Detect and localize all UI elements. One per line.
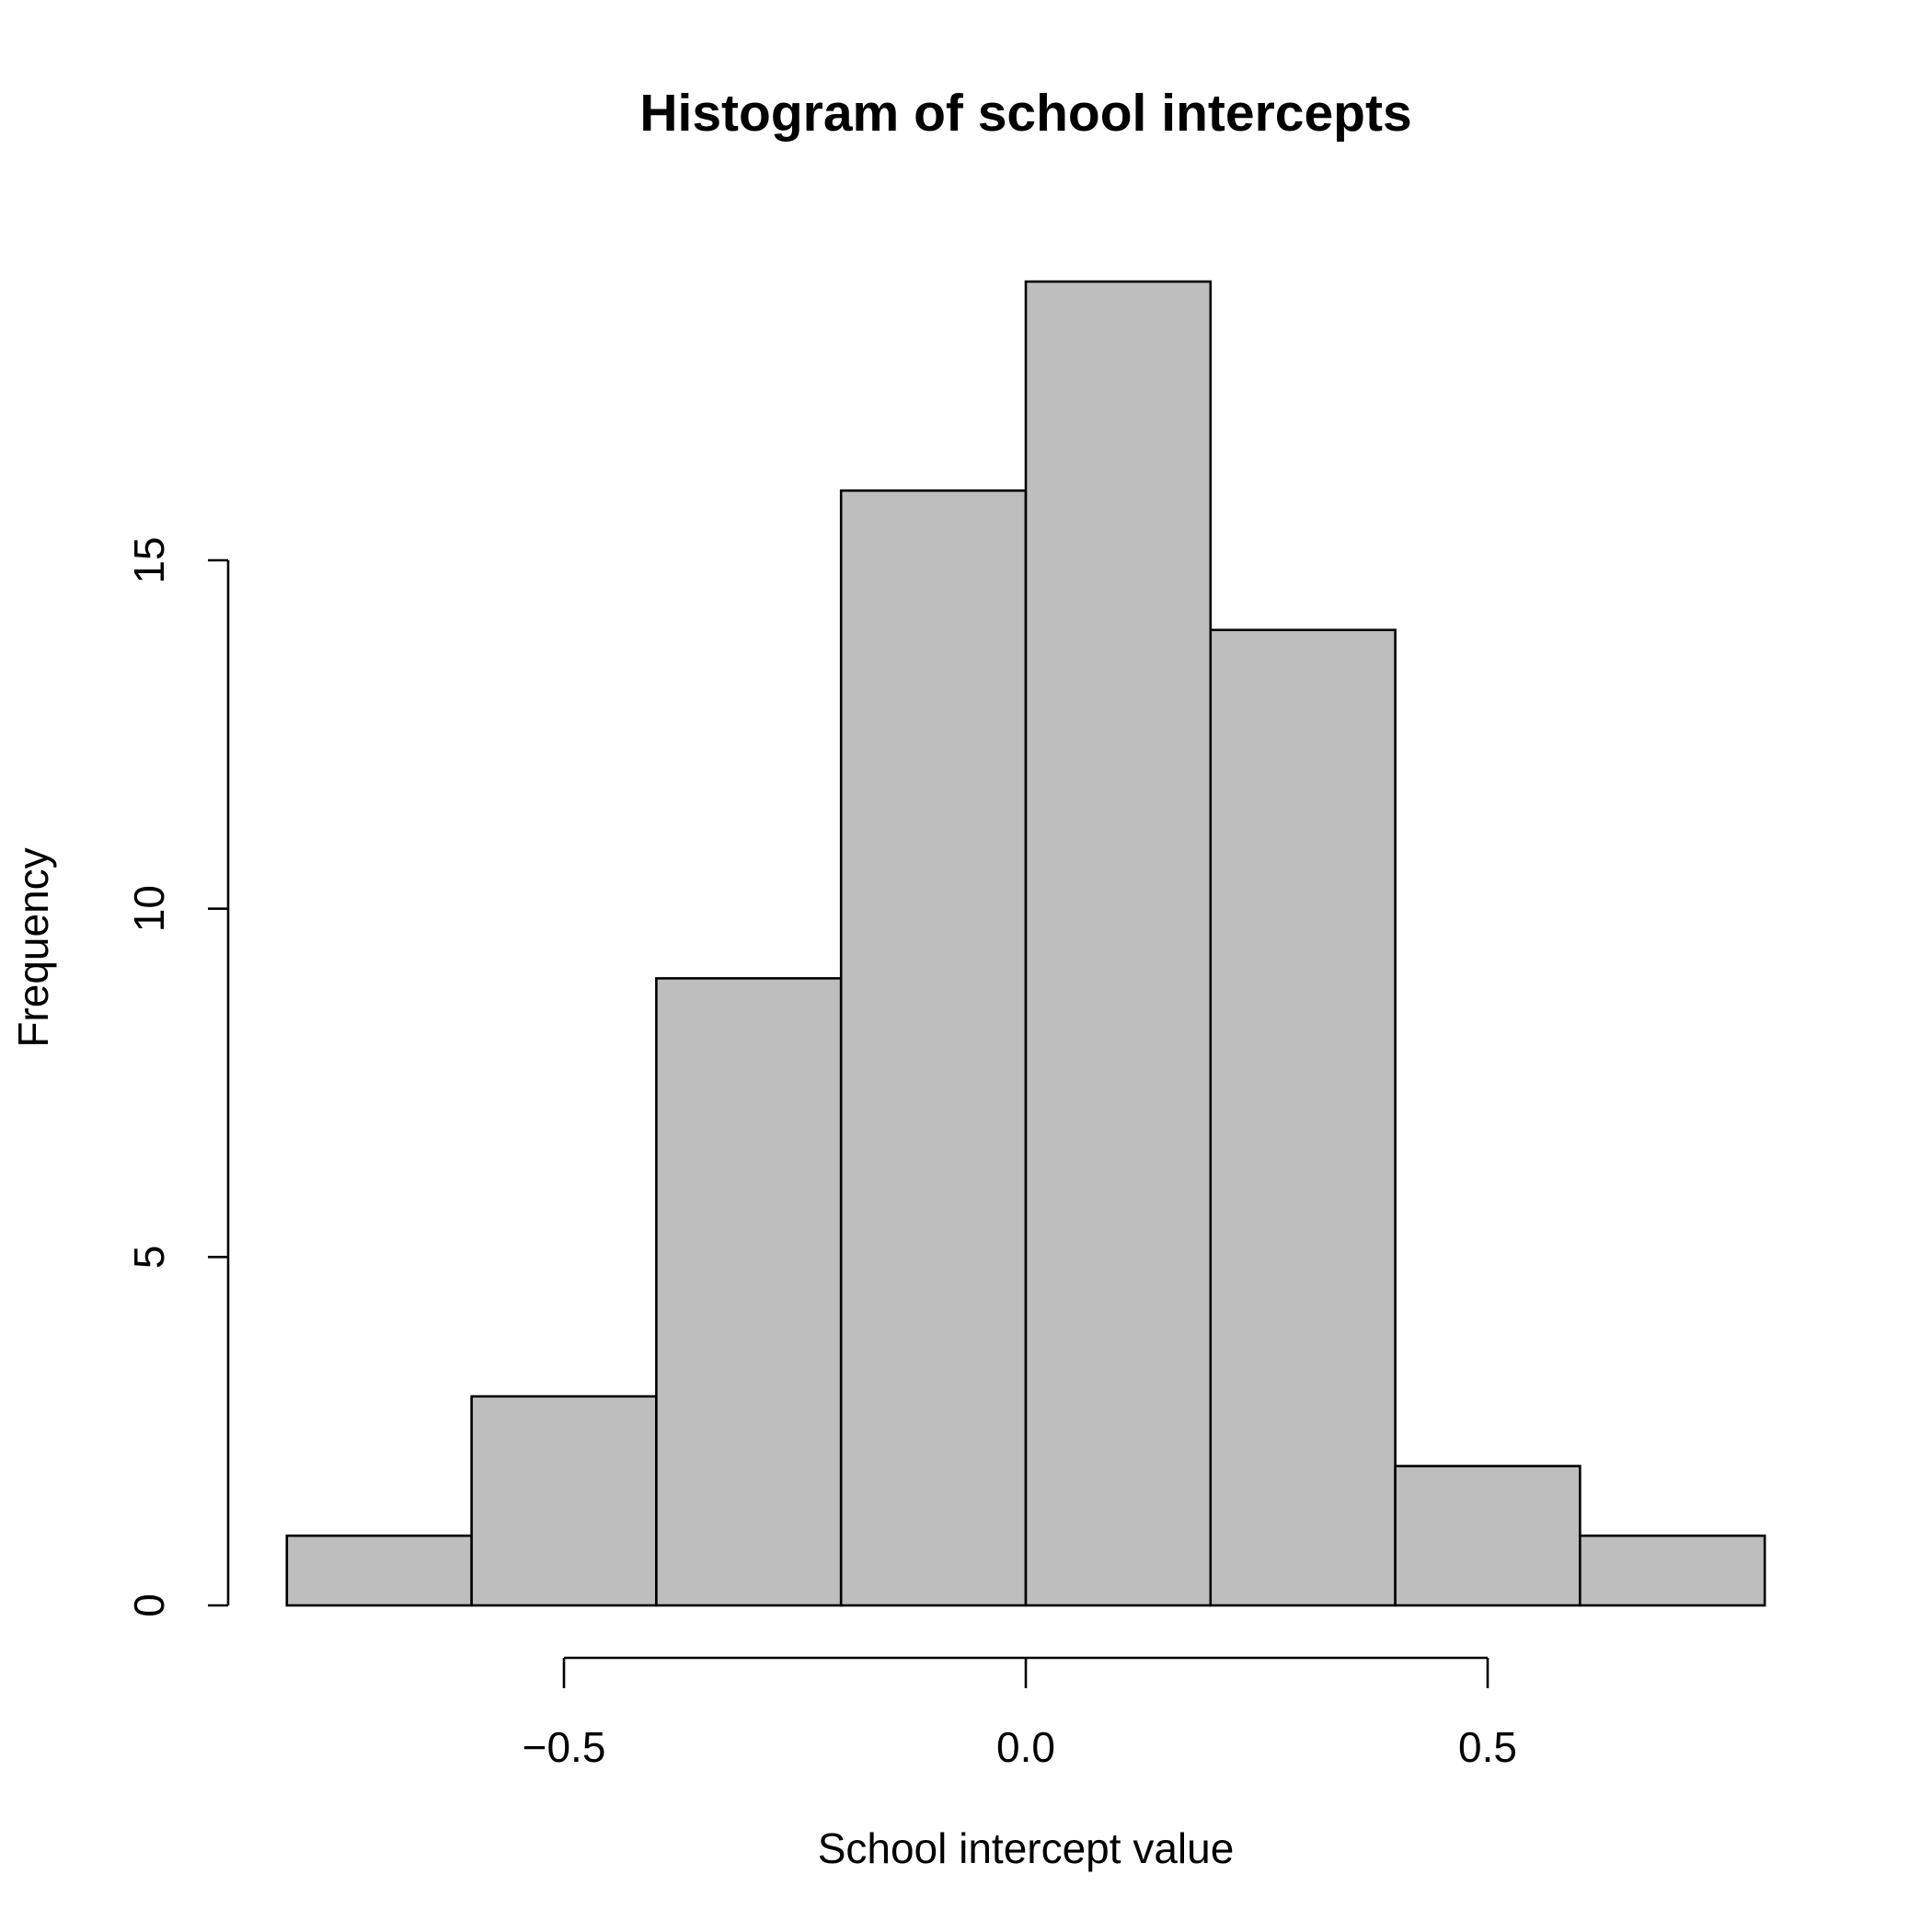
histogram-bar-8 xyxy=(1579,1534,1766,1607)
y-tick-label: 0 xyxy=(125,1593,173,1617)
y-tick-label: 5 xyxy=(125,1246,173,1270)
histogram-bar-6 xyxy=(1209,628,1397,1607)
histogram-bars xyxy=(285,280,1766,1607)
histogram-bar-5 xyxy=(1024,280,1213,1607)
histogram-bar-4 xyxy=(839,489,1028,1607)
y-axis-label: Frequency xyxy=(9,847,57,1047)
histogram-bar-2 xyxy=(470,1395,658,1607)
x-tick-label: −0.5 xyxy=(523,1723,606,1771)
histogram-bar-7 xyxy=(1394,1465,1581,1607)
x-axis-label: School intercept value xyxy=(818,1824,1235,1872)
y-tick-label: 10 xyxy=(125,885,173,932)
chart-title: Histogram of school intercepts xyxy=(639,84,1411,143)
x-tick-label: 0.0 xyxy=(996,1723,1055,1771)
y-axis: 0 5 10 15 xyxy=(125,536,230,1617)
histogram-bar-3 xyxy=(655,977,843,1607)
x-axis: −0.5 0.0 0.5 xyxy=(523,1656,1517,1771)
histogram-bar-1 xyxy=(285,1534,473,1607)
x-tick-label: 0.5 xyxy=(1458,1723,1517,1771)
y-tick-label: 15 xyxy=(125,536,173,583)
